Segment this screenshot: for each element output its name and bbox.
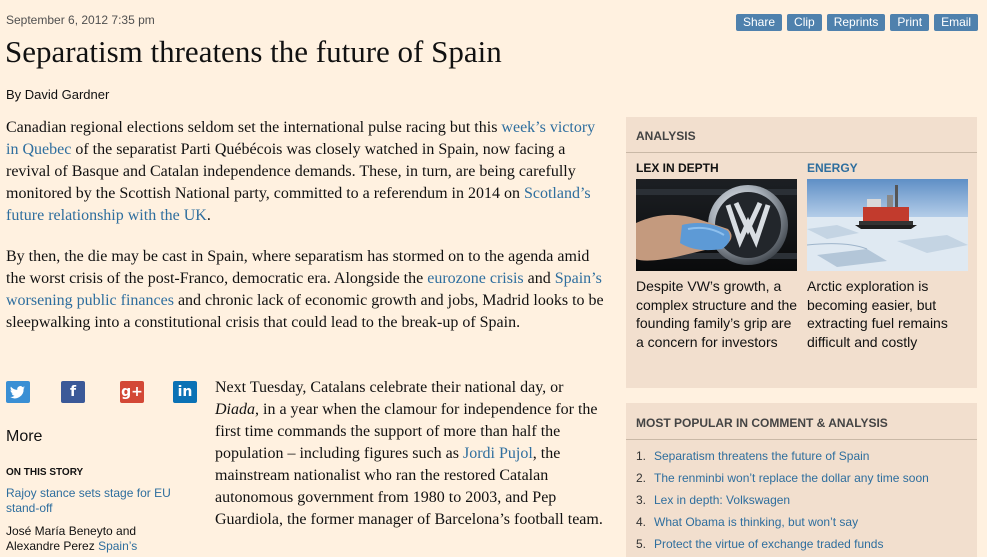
card-summary[interactable]: Arctic exploration is becoming easier, b… <box>807 278 948 350</box>
list-item: 1. Separatism threatens the future of Spa… <box>636 449 971 471</box>
print-button[interactable]: Print <box>890 14 930 31</box>
article-paragraph-1: Canadian regional elections seldom set t… <box>6 117 606 227</box>
article-headline: Separatism threatens the future of Spain <box>5 34 502 69</box>
card-summary[interactable]: Despite VW’s growth, a complex structure… <box>636 278 798 350</box>
on-this-story-text: José María Beneyto and Alexandre Perez <box>6 524 137 553</box>
on-this-story-heading: ON THIS STORY <box>6 467 84 478</box>
social-share-bar: f g+ in <box>6 381 197 403</box>
article-toolbar: Share Clip Reprints Print Email <box>736 14 979 31</box>
twitter-bird-icon <box>10 386 25 399</box>
most-popular-heading: MOST POPULAR IN COMMENT & ANALYSIS <box>636 416 888 430</box>
paragraph-text: . <box>206 207 211 224</box>
most-popular-link-4[interactable]: What Obama is thinking, but won’t say <box>654 515 859 529</box>
email-button[interactable]: Email <box>934 14 979 31</box>
diada-emphasis: Diada <box>215 401 255 418</box>
twitter-icon[interactable] <box>6 381 30 403</box>
arctic-rig-image <box>807 179 968 271</box>
card-kicker[interactable]: LEX IN DEPTH <box>636 161 719 175</box>
jordi-pujol-link[interactable]: Jordi Pujol <box>462 445 533 462</box>
clip-button[interactable]: Clip <box>787 14 822 31</box>
paragraph-text: Next Tuesday, Catalans celebrate their n… <box>215 379 564 396</box>
list-item-number: 1. <box>636 449 647 463</box>
quebec-victory-link[interactable]: week’s victory in Quebec <box>6 119 596 158</box>
analysis-heading: ANALYSIS <box>636 129 696 143</box>
eurozone-crisis-link[interactable]: eurozone crisis <box>427 270 524 287</box>
list-item-number: 2. <box>636 471 647 485</box>
paragraph-text: Canadian regional elections seldom set t… <box>6 119 502 136</box>
list-item-number: 4. <box>636 515 647 529</box>
analysis-card-lex[interactable]: LEX IN DEPTH <box>636 161 798 351</box>
reprints-button[interactable]: Reprints <box>826 14 886 31</box>
article-paragraph-3: Next Tuesday, Catalans celebrate their n… <box>215 377 610 531</box>
most-popular-divider <box>626 439 977 440</box>
paragraph-text: and <box>523 270 555 287</box>
scotland-relationship-link[interactable]: Scotland’s future relationship with the … <box>6 185 591 224</box>
most-popular-link-1[interactable]: Separatism threatens the future of Spain <box>654 449 870 463</box>
paragraph-text: of the separatist Parti Québécois was cl… <box>6 141 576 202</box>
list-item: 4. What Obama is thinking, but won’t say <box>636 515 971 537</box>
on-this-story-item-2: José María Beneyto and Alexandre Perez S… <box>6 524 191 554</box>
paragraph-text: , in a year when the clamour for indepen… <box>215 401 598 462</box>
article-byline: By David Gardner <box>6 87 110 102</box>
linkedin-icon[interactable]: in <box>173 381 197 403</box>
list-item: 3. Lex in depth: Volkswagen <box>636 493 971 515</box>
card-kicker[interactable]: ENERGY <box>807 161 858 175</box>
list-item: 2. The renminbi won’t replace the dollar … <box>636 471 971 493</box>
analysis-card-energy[interactable]: ENERGY <box>807 161 969 351</box>
paragraph-text: , the mainstream nationalist who ran the… <box>215 445 603 528</box>
most-popular-link-2[interactable]: The renminbi won’t replace the dollar an… <box>654 471 929 485</box>
article-dateline: September 6, 2012 7:35 pm <box>6 13 155 27</box>
google-plus-icon[interactable]: g+ <box>120 381 144 403</box>
most-popular-panel: MOST POPULAR IN COMMENT & ANALYSIS 1. Sep… <box>626 403 977 557</box>
list-item: 5. Protect the virtue of exchange traded … <box>636 537 971 557</box>
most-popular-link-3[interactable]: Lex in depth: Volkswagen <box>654 493 791 507</box>
article-paragraph-2: By then, the die may be cast in Spain, w… <box>6 246 606 334</box>
arctic-rig-thumbnail[interactable] <box>807 179 968 271</box>
more-heading: More <box>6 428 43 445</box>
list-item-number: 3. <box>636 493 647 507</box>
paragraph-text: and chronic lack of economic growth and … <box>6 292 604 331</box>
most-popular-list: 1. Separatism threatens the future of Spa… <box>636 449 971 557</box>
analysis-panel: ANALYSIS LEX IN DEPTH <box>626 117 977 388</box>
spain-finances-link[interactable]: Spain’s worsening public finances <box>6 270 602 309</box>
on-this-story-link-1[interactable]: Rajoy stance sets stage for EU stand-off <box>6 486 171 515</box>
share-button[interactable]: Share <box>736 14 783 31</box>
analysis-divider <box>626 152 977 153</box>
on-this-story-link-2[interactable]: Spain’s <box>98 539 138 553</box>
paragraph-text: By then, the die may be cast in Spain, w… <box>6 248 590 287</box>
facebook-icon[interactable]: f <box>61 381 85 403</box>
list-item-number: 5. <box>636 537 647 551</box>
vw-badge-image <box>636 179 797 271</box>
vw-logo-thumbnail[interactable] <box>636 179 797 271</box>
most-popular-link-5[interactable]: Protect the virtue of exchange traded fu… <box>654 537 884 551</box>
